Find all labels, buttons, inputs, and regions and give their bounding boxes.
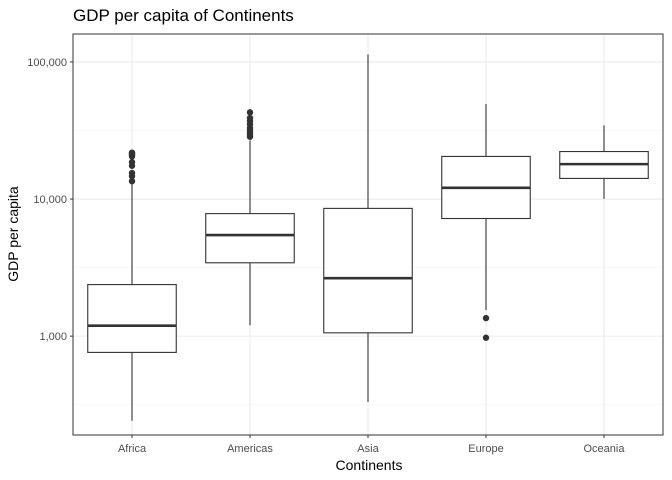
y-tick-label: 10,000 bbox=[33, 194, 67, 206]
x-tick-label: Asia bbox=[357, 443, 379, 455]
outlier-point bbox=[128, 158, 136, 166]
box-asia bbox=[323, 54, 413, 402]
y-tick-label: 1,000 bbox=[39, 331, 67, 343]
axis-layer: 1,000 10,000 100,000 Africa Americas Asia Euro… bbox=[27, 57, 625, 455]
chart-title: GDP per capita of Continents bbox=[73, 6, 294, 25]
y-axis-title: GDP per capita bbox=[5, 186, 21, 282]
x-tick-label: Americas bbox=[227, 443, 273, 455]
iqr-box bbox=[205, 213, 295, 264]
iqr-box bbox=[323, 207, 413, 334]
outlier-point bbox=[128, 149, 136, 156]
x-tick-label: Africa bbox=[118, 443, 147, 455]
x-tick-label: Europe bbox=[468, 443, 503, 455]
x-tick-label: Oceania bbox=[584, 443, 626, 455]
box-oceania bbox=[559, 125, 649, 199]
outlier-point bbox=[128, 177, 136, 185]
outlier-point bbox=[482, 314, 490, 322]
box-africa bbox=[87, 149, 177, 421]
box-europe bbox=[441, 104, 531, 341]
outlier-point bbox=[128, 169, 136, 177]
outlier-point bbox=[246, 114, 254, 122]
y-tick-label: 100,000 bbox=[27, 57, 67, 69]
outlier-point bbox=[246, 109, 254, 116]
iqr-box bbox=[87, 284, 177, 353]
box-layer bbox=[87, 54, 649, 421]
box-americas bbox=[205, 109, 295, 326]
outlier-point bbox=[482, 334, 490, 341]
x-axis-title: Continents bbox=[336, 457, 403, 473]
